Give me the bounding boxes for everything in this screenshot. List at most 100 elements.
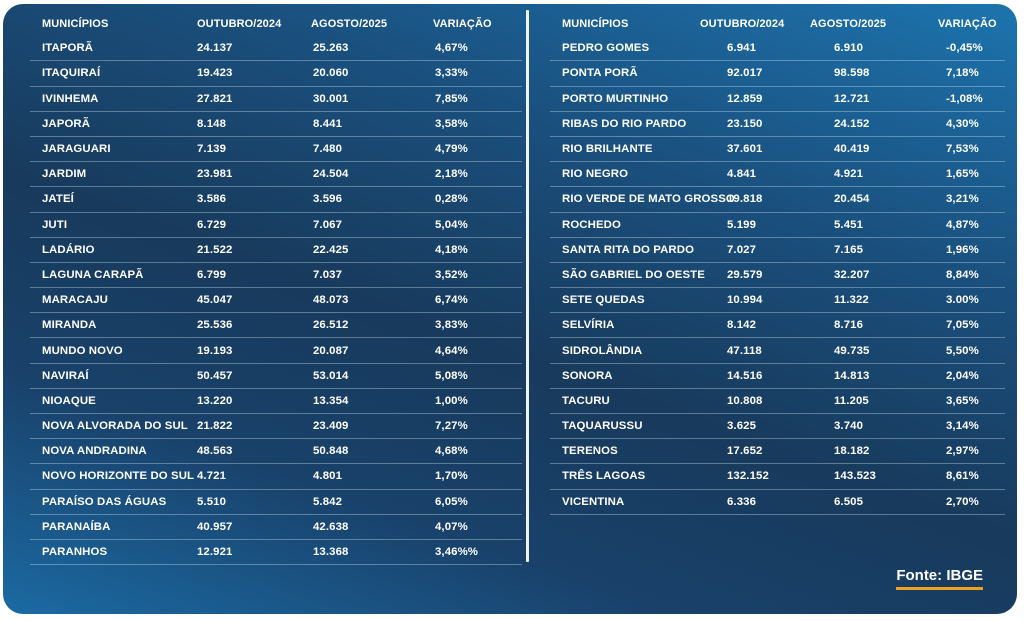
table-row: JUTI 6.729 7.067 5,04% (30, 213, 522, 238)
table-row: RIO NEGRO 4.841 4.921 1,65% (550, 162, 1005, 188)
outubro-cell: 7.027 (727, 243, 757, 256)
agosto-cell: 98.598 (834, 67, 870, 80)
variacao-cell: 6,74% (435, 294, 468, 307)
variacao-cell: -0,45% (946, 42, 983, 55)
municipio-cell: MARACAJU (42, 294, 108, 307)
municipio-cell: MUNDO NOVO (42, 344, 123, 357)
variacao-cell: 1,70% (435, 470, 468, 483)
municipio-cell: SANTA RITA DO PARDO (562, 243, 695, 256)
municipio-cell: PARAÍSO DAS ÁGUAS (42, 495, 167, 508)
variacao-cell: 4,68% (435, 445, 468, 458)
variacao-cell: 8,61% (946, 470, 979, 483)
variacao-cell: 1,96% (946, 243, 979, 256)
variacao-cell: 4,87% (946, 218, 979, 231)
variacao-cell: 3,58% (435, 117, 468, 130)
outubro-cell: 37.601 (727, 143, 763, 156)
municipio-cell: RIO BRILHANTE (562, 143, 653, 156)
municipio-cell: PORTO MURTINHO (562, 92, 669, 105)
agosto-cell: 53.014 (313, 369, 349, 382)
outubro-cell: 25.536 (197, 319, 233, 332)
table-left: MUNICÍPIOS OUTUBRO/2024 AGOSTO/2025 VARI… (30, 11, 522, 566)
variacao-cell: 4,18% (435, 243, 468, 256)
variacao-cell: 3,83% (435, 319, 468, 332)
outubro-cell: 10.994 (727, 294, 763, 307)
outubro-cell: 7.139 (197, 143, 227, 156)
outubro-cell: 12.921 (197, 546, 233, 559)
outubro-cell: 21.522 (197, 243, 233, 256)
agosto-cell: 3.596 (313, 193, 343, 206)
outubro-cell: 23.981 (197, 168, 233, 181)
table-row: MARACAJU 45.047 48.073 6,74% (30, 288, 522, 314)
table-row: JARDIM 23.981 24.504 2,18% (30, 162, 522, 188)
table-row: SÃO GABRIEL DO OESTE 29.579 32.207 8,84% (550, 263, 1005, 289)
table-row: PARAÍSO DAS ÁGUAS 5.510 5.842 6,05% (30, 490, 522, 515)
table-row: MIRANDA 25.536 26.512 3,83% (30, 313, 522, 339)
variacao-cell: 6,05% (435, 495, 468, 508)
table-row: ITAQUIRAÍ 19.423 20.060 3,33% (30, 61, 522, 87)
outubro-cell: 4.841 (727, 168, 757, 181)
variacao-cell: 3,21% (946, 193, 979, 206)
outubro-cell: 47.118 (727, 344, 762, 357)
municipio-cell: ITAQUIRAÍ (42, 67, 101, 80)
municipio-cell: PARANHOS (42, 546, 108, 559)
municipio-cell: PONTA PORÃ (562, 67, 638, 80)
variacao-cell: 1,65% (946, 168, 979, 181)
agosto-cell: 30.001 (313, 92, 349, 105)
table-row: SELVÍRIA 8.142 8.716 7,05% (550, 313, 1005, 339)
municipio-cell: PARANAÍBA (42, 520, 111, 533)
municipio-cell: JARAGUARI (42, 143, 111, 156)
outubro-cell: 19.818 (727, 193, 763, 206)
agosto-cell: 4.921 (834, 168, 864, 181)
table-row: PARANHOS 12.921 13.368 3,46%% (30, 540, 522, 566)
table-row: TRÊS LAGOAS 132.152 143.523 8,61% (550, 464, 1005, 490)
agosto-cell: 4.801 (313, 470, 343, 483)
agosto-cell: 20.087 (313, 344, 349, 357)
variacao-cell: 7,53% (946, 143, 979, 156)
agosto-cell: 14.813 (834, 369, 870, 382)
municipio-cell: JATEÍ (42, 193, 74, 206)
outubro-cell: 19.423 (197, 67, 233, 80)
variacao-cell: 1,00% (435, 394, 468, 407)
table-row: TAQUARUSSU 3.625 3.740 3,14% (550, 414, 1005, 440)
agosto-cell: 22.425 (313, 243, 349, 256)
header-outubro: OUTUBRO/2024 (197, 17, 282, 30)
table-right: MUNICÍPIOS OUTUBRO/2024 AGOSTO/2025 VARI… (550, 11, 1005, 515)
agosto-cell: 8.716 (834, 319, 864, 332)
outubro-cell: 8.148 (197, 117, 227, 130)
agosto-cell: 7.480 (313, 143, 343, 156)
agosto-cell: 24.504 (313, 168, 349, 181)
municipio-cell: NAVIRAÍ (42, 369, 89, 382)
variacao-cell: 7,05% (946, 319, 979, 332)
variacao-cell: 4,67% (435, 42, 468, 55)
table-row: ITAPORÃ 24.137 25.263 4,67% (30, 36, 522, 62)
table-row: ROCHEDO 5.199 5.451 4,87% (550, 213, 1005, 238)
agosto-cell: 20.060 (313, 67, 349, 80)
municipio-cell: SONORA (562, 369, 613, 382)
agosto-cell: 3.740 (834, 420, 864, 433)
outubro-cell: 8.142 (727, 319, 757, 332)
municipio-cell: TERENOS (562, 445, 618, 458)
agosto-cell: 40.419 (834, 143, 870, 156)
table-row: JATEÍ 3.586 3.596 0,28% (30, 187, 522, 213)
municipio-cell: ITAPORÃ (42, 42, 94, 55)
header-variacao: VARIAÇÃO (938, 17, 997, 30)
column-divider (526, 10, 529, 562)
variacao-cell: 3,65% (946, 394, 979, 407)
outubro-cell: 40.957 (197, 520, 233, 533)
table-row: NOVA ANDRADINA 48.563 50.848 4,68% (30, 439, 522, 465)
agosto-cell: 12.721 (834, 92, 870, 105)
municipio-cell: NOVA ANDRADINA (42, 445, 147, 458)
outubro-cell: 132.152 (727, 470, 769, 483)
agosto-cell: 13.368 (313, 546, 349, 559)
agosto-cell: 6.910 (834, 42, 864, 55)
agosto-cell: 7.067 (313, 218, 343, 231)
outubro-cell: 3.625 (727, 420, 757, 433)
table-row: NAVIRAÍ 50.457 53.014 5,08% (30, 364, 522, 389)
agosto-cell: 11.322 (834, 294, 869, 307)
table-row: JAPORÃ 8.148 8.441 3,58% (30, 112, 522, 137)
agosto-cell: 48.073 (313, 294, 349, 307)
municipio-cell: SETE QUEDAS (562, 294, 645, 307)
municipio-cell: JUTI (42, 218, 68, 231)
variacao-cell: 4,79% (435, 143, 468, 156)
table-row: TACURU 10.808 11.205 3,65% (550, 389, 1005, 414)
